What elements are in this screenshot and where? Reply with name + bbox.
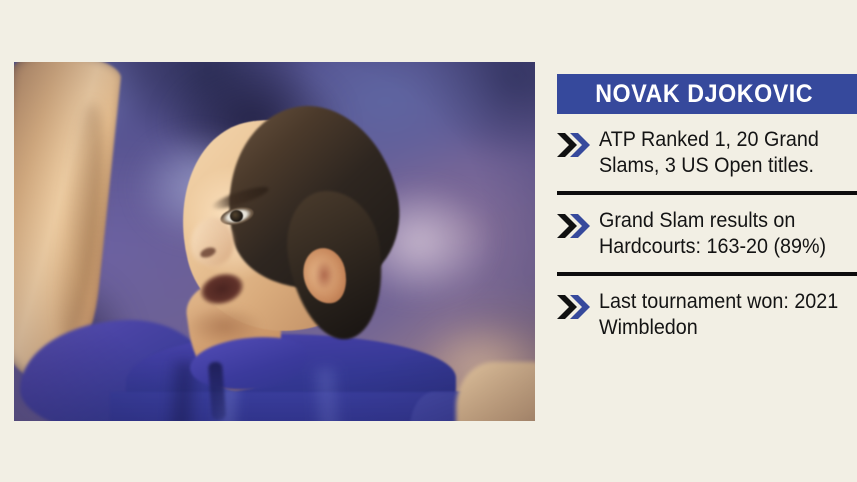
- eye-pupil: [230, 210, 243, 222]
- section-divider: [557, 272, 857, 276]
- fact-text: ATP Ranked 1, 20 Grand Slams, 3 US Open …: [599, 128, 819, 177]
- fact-text: Last tournament won: 2021 Wimbledon: [599, 290, 839, 339]
- page-title: NOVAK DJOKOVIC: [595, 79, 813, 108]
- ear-inner: [314, 260, 334, 290]
- panel-title-bar: NOVAK DJOKOVIC: [557, 74, 857, 114]
- fact-item-1: ATP Ranked 1, 20 Grand Slams, 3 US Open …: [557, 114, 857, 191]
- right-arm: [456, 362, 535, 421]
- photo-vignette: [14, 62, 535, 421]
- double-chevron-icon: [557, 213, 593, 239]
- fact-text: Grand Slam results on Hardcourts: 163-20…: [599, 209, 827, 258]
- fact-item-2: Grand Slam results on Hardcourts: 163-20…: [557, 195, 857, 272]
- fact-item-3: Last tournament won: 2021 Wimbledon: [557, 276, 857, 353]
- double-chevron-icon: [557, 294, 593, 320]
- double-chevron-icon: [557, 132, 593, 158]
- info-panel: NOVAK DJOKOVIC ATP Ranked 1, 20 Grand Sl…: [557, 74, 857, 353]
- player-photo: PEUGEOT: [14, 62, 535, 421]
- section-divider: [557, 191, 857, 195]
